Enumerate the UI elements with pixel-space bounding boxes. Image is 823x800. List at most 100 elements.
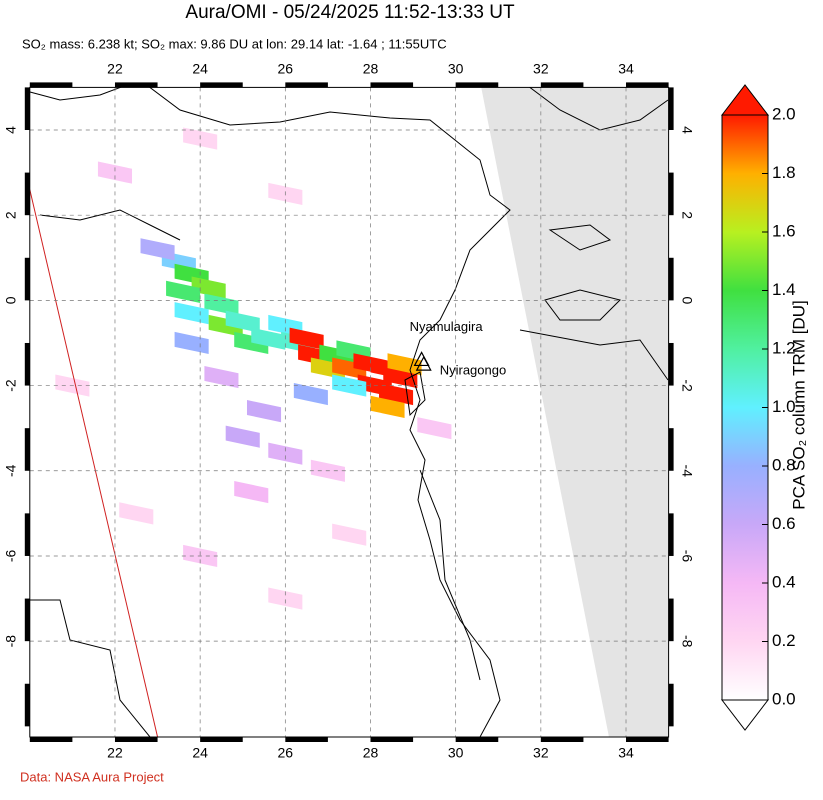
colorbar-cap [720,699,770,731]
x-tick-label: 22 [107,61,123,77]
boundary [30,599,151,737]
so2-cell [293,383,328,406]
x-tick-label: 34 [618,745,634,761]
no-data-region [481,87,669,737]
colorbar-tick-label: 0.0 [772,689,796,708]
subtitle: SO₂ mass: 6.238 kt; SO₂ max: 9.86 DU at … [22,36,447,51]
y-tick-label: 0 [679,296,695,304]
so2-cell [246,400,282,423]
so2-cell [174,302,209,325]
colorbar [721,114,769,701]
x-tick-label: 34 [618,61,634,77]
frame-bar [24,87,30,130]
frame-bar [24,172,30,216]
y-tick-label: 4 [3,126,19,134]
so2-cell [387,353,422,376]
x-tick-label: 22 [107,745,123,761]
y-tick-label: -2 [3,379,19,392]
volcano-label: Nyamulagira [410,319,484,334]
colorbar-tick-label: 2.0 [772,104,796,123]
x-tick-label: 28 [363,745,379,761]
frame-bar [668,513,674,556]
colorbar-tick-label: 1.8 [772,163,796,182]
so2-cell [417,417,452,440]
frame-bar [24,428,30,471]
colorbar-tick-label: 0.2 [772,631,796,650]
frame-bar [200,82,243,88]
frame-bar [114,82,158,88]
credit: Data: NASA Aura Project [20,769,164,784]
y-tick-label: 4 [679,126,695,134]
frame-bar [370,737,414,742]
frame-bar [24,257,30,301]
frame-bar [24,342,30,386]
y-tick-label: -2 [679,379,695,392]
y-tick-label: -4 [679,465,695,478]
y-tick-label: -6 [3,550,19,563]
frame-bar [29,737,73,742]
so2-cell [332,523,367,546]
y-tick-label: -4 [3,464,19,477]
so2-cell [97,161,133,184]
frame-bar [285,737,328,742]
frame-bar [668,172,674,216]
x-tick-label: 26 [278,61,294,77]
colorbar-tick-label: 1.0 [772,397,796,416]
frame-bar [29,82,73,88]
frame-bar [24,598,30,642]
frame-bar [455,737,499,742]
x-tick-label: 30 [448,61,464,77]
y-tick-label: 2 [679,211,695,219]
frame-bar [668,428,674,471]
map-area [29,87,669,737]
x-tick-label: 30 [448,745,464,761]
frame-bar [455,82,499,88]
frame-bar [114,737,158,742]
frame-bar [540,737,584,742]
boundary [548,224,612,251]
so2-cell [234,480,269,504]
so2-cell [204,365,239,389]
frame-bar [626,737,669,742]
frame-bar [668,598,674,642]
volcano-label: Nyiragongo [440,363,507,378]
frame-bar [668,87,674,130]
x-tick-label: 32 [533,61,549,77]
y-tick-label: -8 [3,635,19,648]
frame-bar [668,257,674,301]
so2-cell [268,587,303,610]
map-frame [29,86,670,738]
so2-cell [289,327,324,350]
boundary [39,209,181,241]
frame-bar [668,683,674,727]
y-tick-label: 0 [3,296,19,304]
boundary [419,469,481,681]
so2-cell [370,395,405,418]
so2-cell [332,374,367,397]
so2-cell [268,442,303,465]
boundary [29,87,511,737]
boundary [544,289,621,321]
volcano-marker [415,355,432,371]
y-tick-label: 2 [3,211,19,219]
x-tick-label: 32 [533,745,549,761]
title: Aura/OMI - 05/24/2025 11:52-13:33 UT [185,2,515,23]
x-tick-label: 24 [192,745,208,761]
colorbar-tick-label: 0.8 [772,455,796,474]
colorbar-cap [720,84,770,116]
y-tick-label: -8 [679,635,695,648]
so2-cell [119,502,154,525]
so2-cell [166,280,201,303]
frame-bar [370,82,414,88]
so2-cell [204,293,239,316]
x-tick-label: 28 [363,61,379,77]
frame-bar [285,82,328,88]
frame-bar [668,342,674,386]
frame-bar [540,82,584,88]
y-tick-label: -6 [679,550,695,563]
colorbar-tick-label: 0.4 [772,572,796,591]
boundary [404,371,426,417]
so2-cell [140,238,175,261]
so2-cell [225,425,260,448]
